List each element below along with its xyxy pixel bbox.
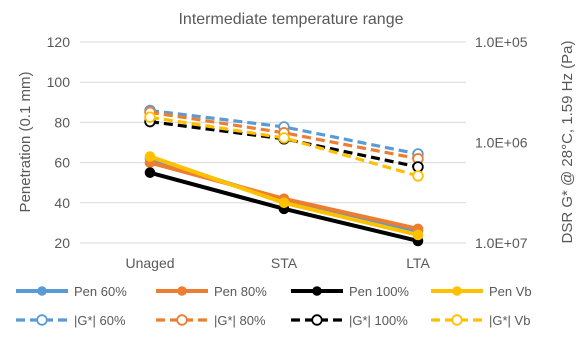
y-left-axis-label: Penetration (0.1 mm) [17, 72, 34, 213]
series-g-7 [144, 111, 424, 182]
y-left-tick-label: 80 [54, 114, 70, 130]
legend-label: Pen 60% [74, 284, 127, 299]
legend-swatch-marker [451, 314, 463, 326]
legend-swatch-marker [452, 286, 462, 296]
chart-title: Intermediate temperature range [178, 11, 403, 28]
y-left-tick-label: 60 [54, 155, 70, 171]
right-axis-ticks: 1.0E+05 1.0E+06 1.0E+07 [475, 34, 528, 251]
legend-swatch-marker [176, 314, 188, 326]
legend-item: |G*| 60% [16, 313, 126, 328]
x-tick-label: Unaged [125, 255, 174, 271]
series-line [149, 110, 419, 161]
x-axis-ticks: Unaged STA LTA [125, 255, 430, 271]
legend-label: Pen 100% [349, 284, 409, 299]
data-point [144, 167, 156, 178]
y-left-tick-label: 40 [54, 195, 70, 211]
legend-item: |G*| 100% [291, 313, 408, 328]
data-point [412, 170, 424, 182]
left-axis-ticks: 20 40 60 80 100 120 [47, 34, 71, 251]
y-left-tick-label: 100 [47, 74, 71, 90]
legend-label: |G*| 100% [349, 313, 408, 328]
series-line [149, 120, 419, 169]
legend-item: |G*| Vb [431, 313, 530, 328]
y-left-tick-label: 20 [54, 235, 70, 251]
legend-item: Pen Vb [431, 284, 532, 299]
legend-item: Pen 60% [16, 284, 127, 299]
data-point [144, 111, 156, 123]
series-layer [144, 104, 424, 247]
legend-item: Pen 80% [156, 284, 267, 299]
series-line [149, 108, 419, 156]
legend-swatch-marker [36, 314, 48, 326]
series-pen-3 [144, 151, 424, 241]
legend-item: |G*| 80% [156, 313, 266, 328]
data-point [412, 229, 424, 241]
y-right-tick-label: 1.0E+06 [475, 135, 528, 151]
legend-label: Pen Vb [489, 284, 532, 299]
legend-label: Pen 80% [214, 284, 267, 299]
legend-item: Pen 100% [291, 284, 409, 299]
legend-label: |G*| 80% [214, 313, 266, 328]
y-right-tick-label: 1.0E+05 [475, 34, 528, 50]
y-left-tick-label: 120 [47, 34, 71, 50]
x-tick-label: LTA [406, 255, 430, 271]
data-point [144, 151, 156, 162]
legend-swatch-marker [37, 286, 47, 296]
legend: Pen 60% Pen 80% Pen 100% Pen Vb |G*| 60% |G*|… [16, 284, 532, 328]
data-point [278, 132, 290, 144]
y-right-axis-label: DSR G* @ 28°C, 1.59 Hz (Pa) [559, 41, 576, 244]
legend-label: |G*| Vb [489, 313, 530, 328]
x-tick-label: STA [271, 255, 298, 271]
series-line [149, 115, 419, 178]
legend-label: |G*| 60% [74, 313, 126, 328]
gridlines [80, 41, 466, 244]
legend-swatch-marker [312, 286, 322, 296]
y-right-tick-label: 1.0E+07 [475, 235, 528, 251]
data-point [278, 197, 290, 209]
legend-swatch-marker [177, 286, 187, 296]
legend-swatch-marker [311, 314, 323, 326]
